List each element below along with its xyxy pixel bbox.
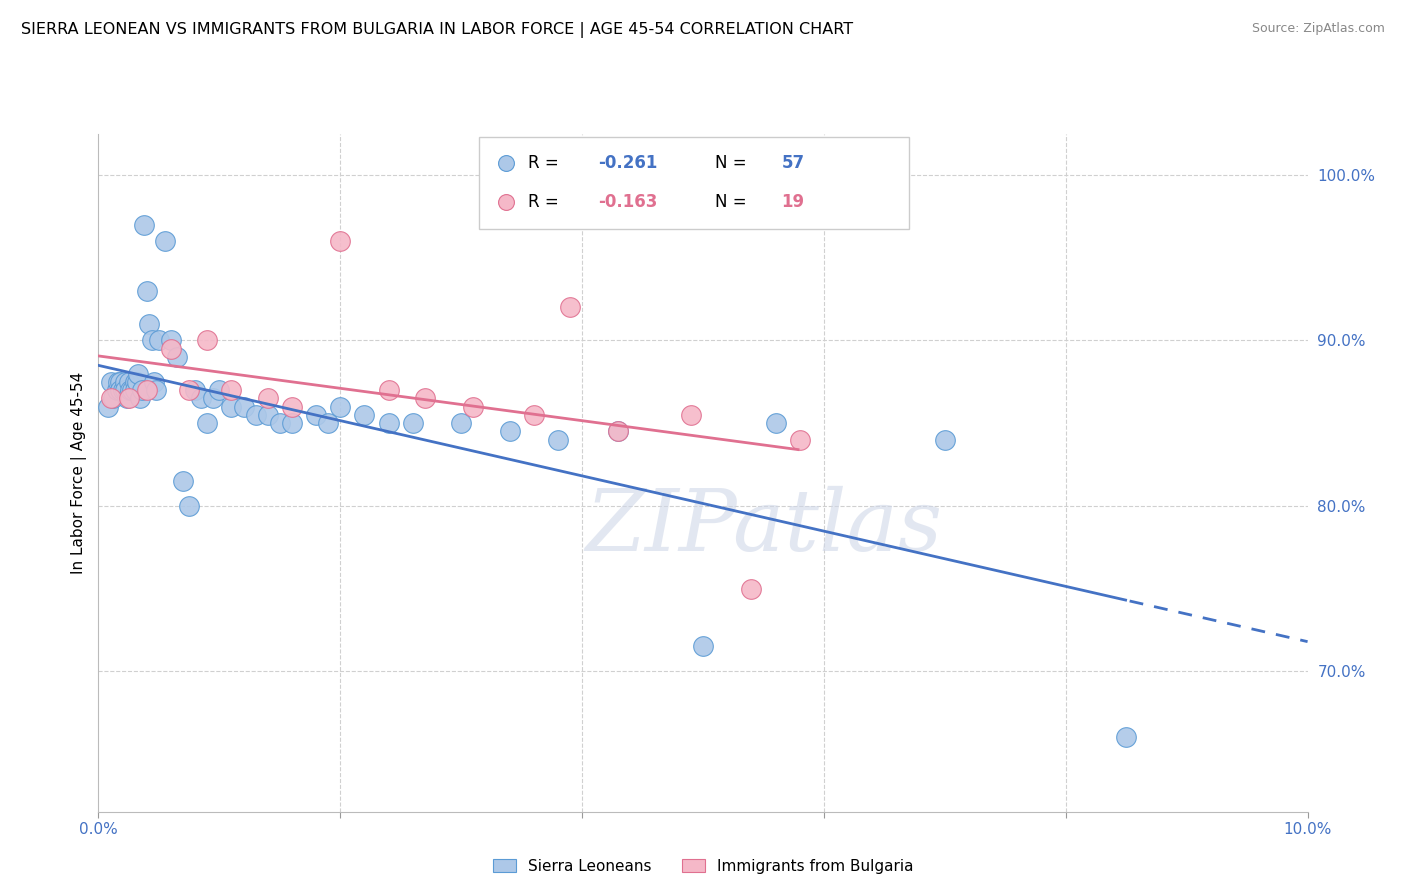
Point: [316, 416, 339, 430]
Point: [172, 474, 194, 488]
Point: [195, 416, 218, 430]
Point: [607, 425, 630, 439]
Point: [202, 392, 225, 406]
Point: [135, 383, 157, 397]
Point: [498, 425, 520, 439]
Point: [134, 218, 156, 232]
Text: N =: N =: [716, 193, 752, 211]
Point: [547, 433, 569, 447]
Point: [108, 375, 131, 389]
Point: [105, 383, 128, 397]
Point: [121, 383, 143, 397]
Point: [281, 416, 304, 430]
Point: [208, 383, 231, 397]
Point: [179, 383, 201, 397]
Point: [740, 582, 762, 596]
Text: N =: N =: [716, 154, 752, 172]
Point: [108, 383, 131, 397]
Point: [377, 383, 399, 397]
Point: [232, 400, 254, 414]
Point: [153, 234, 176, 248]
Text: 57: 57: [782, 154, 804, 172]
Point: [558, 301, 581, 315]
Point: [353, 408, 375, 422]
Point: [166, 350, 188, 364]
Point: [114, 375, 136, 389]
Point: [124, 375, 146, 389]
Point: [402, 416, 425, 430]
Point: [463, 400, 485, 414]
FancyBboxPatch shape: [479, 137, 908, 228]
Point: [679, 408, 702, 422]
Point: [111, 383, 134, 397]
Point: [329, 234, 352, 248]
Point: [190, 392, 212, 406]
Point: [305, 408, 328, 422]
Point: [160, 342, 183, 356]
Point: [127, 375, 149, 389]
Point: [450, 416, 472, 430]
Point: [114, 383, 136, 397]
Point: [184, 383, 207, 397]
Text: 19: 19: [782, 193, 804, 211]
Point: [143, 375, 166, 389]
Point: [124, 383, 146, 397]
Point: [789, 433, 811, 447]
Point: [100, 392, 122, 406]
Legend: Sierra Leoneans, Immigrants from Bulgaria: Sierra Leoneans, Immigrants from Bulgari…: [486, 853, 920, 880]
Point: [256, 392, 278, 406]
Point: [100, 375, 122, 389]
Point: [118, 383, 141, 397]
Point: [256, 408, 278, 422]
Point: [245, 408, 267, 422]
Point: [523, 408, 546, 422]
Point: [160, 334, 183, 348]
Point: [377, 416, 399, 430]
Y-axis label: In Labor Force | Age 45-54: In Labor Force | Age 45-54: [72, 372, 87, 574]
Point: [765, 416, 787, 430]
Text: SIERRA LEONEAN VS IMMIGRANTS FROM BULGARIA IN LABOR FORCE | AGE 45-54 CORRELATIO: SIERRA LEONEAN VS IMMIGRANTS FROM BULGAR…: [21, 22, 853, 38]
Point: [413, 392, 436, 406]
Point: [329, 400, 352, 414]
Point: [118, 375, 141, 389]
Point: [148, 334, 170, 348]
Point: [107, 375, 129, 389]
Text: -0.261: -0.261: [598, 154, 657, 172]
Point: [97, 400, 120, 414]
Text: R =: R =: [527, 193, 564, 211]
Point: [138, 317, 160, 331]
Point: [131, 383, 153, 397]
Point: [128, 392, 150, 406]
Point: [607, 425, 630, 439]
Text: ZIPatlas: ZIPatlas: [585, 485, 942, 568]
Point: [145, 383, 167, 397]
Point: [221, 383, 243, 397]
Point: [179, 499, 201, 513]
Point: [141, 334, 163, 348]
Point: [281, 400, 304, 414]
Text: -0.163: -0.163: [598, 193, 657, 211]
Point: [195, 334, 218, 348]
Point: [1115, 731, 1137, 745]
Point: [135, 284, 157, 298]
Text: R =: R =: [527, 154, 564, 172]
Point: [118, 392, 141, 406]
Point: [269, 416, 291, 430]
Point: [101, 392, 124, 406]
Text: Source: ZipAtlas.com: Source: ZipAtlas.com: [1251, 22, 1385, 36]
Point: [692, 640, 714, 654]
Point: [127, 367, 149, 381]
Point: [117, 392, 139, 406]
Point: [934, 433, 956, 447]
Point: [221, 400, 243, 414]
